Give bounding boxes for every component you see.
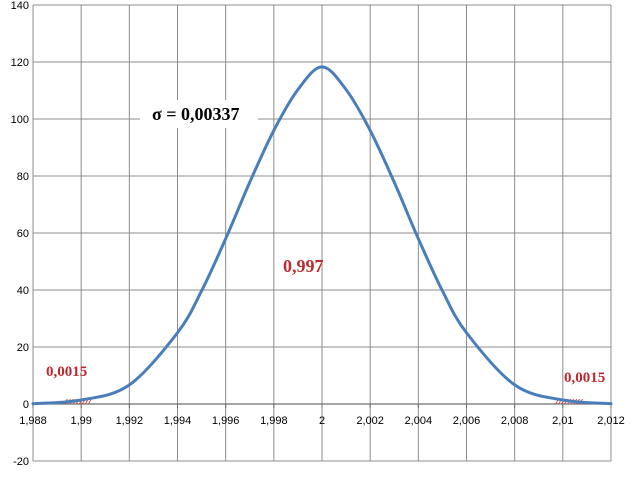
x-tick-label: 2,01 (552, 415, 573, 427)
tail-shading (63, 398, 583, 405)
left-tail-probability-label: 0,0015 (46, 364, 87, 380)
sigma-label: σ = 0,00337 (152, 104, 240, 124)
x-tick-label: 2,012 (597, 415, 625, 427)
horizontal-gridlines (33, 4, 611, 462)
x-tick-label: 1,998 (260, 415, 288, 427)
y-tick-label: 0 (23, 399, 29, 411)
x-tick-label: 2,002 (356, 415, 384, 427)
y-tick-label: 60 (17, 228, 29, 240)
y-tick-label: -20 (13, 456, 29, 468)
x-tick-label: 1,994 (164, 415, 192, 427)
tail-hatch-mark (87, 398, 92, 405)
x-tick-label: 2,006 (453, 415, 481, 427)
center-probability-label: 0,997 (283, 256, 324, 276)
y-tick-label: 80 (17, 171, 29, 183)
y-tick-label: 120 (11, 57, 29, 69)
y-tick-label: 100 (11, 114, 29, 126)
x-tick-label: 1,99 (70, 415, 91, 427)
x-tick-label: 1,988 (19, 415, 47, 427)
right-tail-probability-label: 0,0015 (564, 370, 605, 386)
y-tick-label: 40 (17, 285, 29, 297)
y-tick-label: 140 (11, 0, 29, 12)
x-tick-label: 1,992 (116, 415, 144, 427)
x-tick-label: 2,008 (501, 415, 529, 427)
x-tick-label: 2 (319, 415, 325, 427)
x-tick-labels: 1,988 1,99 1,992 1,994 1,996 1,998 2 2,002 2,004… (19, 415, 625, 427)
series-line (31, 65, 613, 406)
sigma-label-box (140, 100, 258, 128)
y-tick-labels: -20 0 20 40 60 80 100 120 140 (11, 0, 29, 468)
x-tick-label: 2,004 (405, 415, 433, 427)
sigma-annotation: σ = 0,00337 (140, 100, 258, 128)
y-tick-label: 20 (17, 342, 29, 354)
x-tick-label: 1,996 (212, 415, 240, 427)
